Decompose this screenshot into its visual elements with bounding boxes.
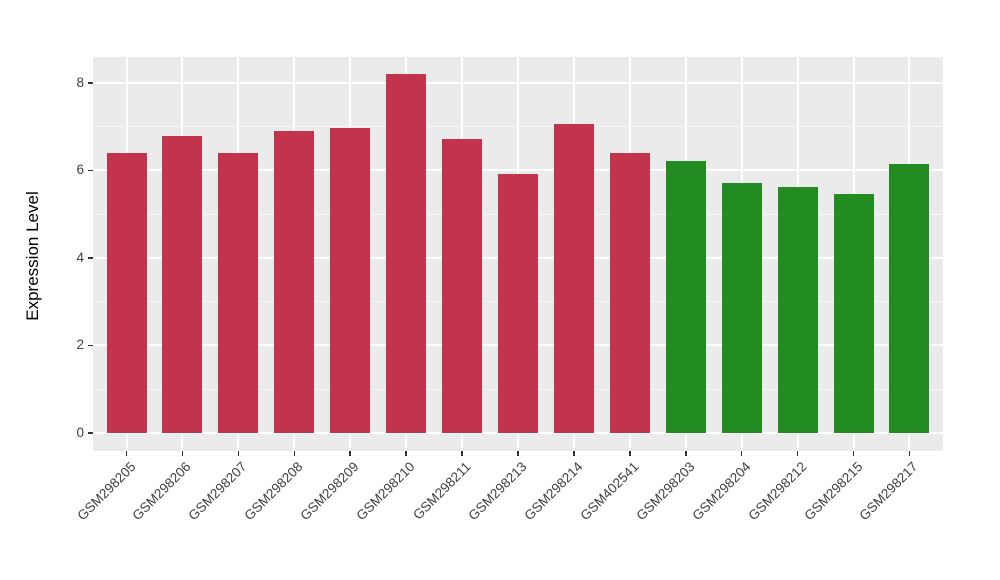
x-tick-label-GSM298211: GSM298211: [410, 459, 474, 523]
bar-GSM298215: [833, 193, 874, 434]
bar-GSM298210: [386, 74, 427, 434]
x-tick-label-GSM298215: GSM298215: [800, 459, 866, 524]
x-tick-mark-GSM298212: [796, 451, 799, 456]
bar-GSM298213: [498, 173, 538, 434]
x-tick-mark-GSM298210: [405, 451, 407, 456]
bar-GSM298217: [889, 164, 930, 434]
x-tick-label-GSM298217: GSM298217: [856, 459, 922, 524]
y-tick-label-2: 2: [76, 337, 84, 353]
x-tick-label-GSM298214: GSM298214: [521, 459, 586, 524]
x-tick-label-GSM298204: GSM298204: [689, 459, 754, 524]
x-tick-mark-GSM298209: [349, 451, 351, 456]
x-tick-mark-GSM298204: [740, 451, 743, 456]
y-axis-title: Expression Level: [23, 191, 42, 321]
x-tick-label-GSM298207: GSM298207: [185, 459, 250, 524]
x-tick-label-GSM298212: GSM298212: [744, 459, 810, 524]
x-tick-mark-GSM298217: [908, 451, 911, 456]
x-tick-label-GSM298213: GSM298213: [465, 459, 530, 524]
y-tick-mark-4: [88, 257, 93, 259]
bar-GSM298209: [330, 127, 371, 434]
bar-GSM298211: [442, 139, 483, 434]
y-tick-mark-8: [88, 82, 93, 84]
y-tick-label-0: 0: [76, 425, 84, 441]
x-tick-label-GSM298203: GSM298203: [633, 459, 698, 524]
x-tick-label-GSM298208: GSM298208: [241, 459, 306, 524]
y-tick-label-6: 6: [76, 162, 84, 178]
bar-GSM298205: [106, 152, 147, 434]
bar-GSM298206: [162, 136, 203, 434]
bar-GSM298203: [665, 161, 706, 434]
y-tick-mark-2: [88, 344, 93, 347]
plot-panel: [93, 57, 943, 451]
x-tick-mark-GSM298208: [293, 451, 296, 456]
y-tick-mark-6: [88, 169, 93, 172]
bar-GSM298208: [274, 130, 315, 434]
x-tick-label-GSM298209: GSM298209: [297, 459, 362, 524]
y-tick-mark-0: [88, 432, 93, 434]
y-tick-label-4: 4: [76, 249, 84, 265]
bar-GSM298212: [777, 187, 818, 434]
bar-GSM298204: [721, 183, 762, 434]
x-tick-mark-GSM298211: [461, 451, 463, 456]
x-tick-label-GSM298206: GSM298206: [129, 459, 195, 524]
bar-GSM402541: [609, 152, 650, 434]
bar-GSM298214: [553, 123, 594, 434]
x-tick-mark-GSM298207: [237, 451, 240, 456]
y-tick-label-8: 8: [76, 74, 84, 90]
bar-GSM298207: [218, 152, 259, 434]
x-tick-mark-GSM298214: [573, 451, 575, 456]
x-tick-label-GSM298210: GSM298210: [353, 459, 418, 524]
x-tick-mark-GSM298203: [685, 451, 687, 456]
x-tick-label-GSM402541: GSM402541: [577, 459, 642, 524]
x-tick-label-GSM298205: GSM298205: [73, 459, 139, 524]
x-tick-mark-GSM402541: [629, 451, 631, 456]
x-tick-mark-GSM298206: [181, 451, 184, 456]
x-tick-mark-GSM298213: [517, 451, 519, 456]
x-tick-mark-GSM298205: [125, 451, 128, 456]
x-tick-mark-GSM298215: [852, 451, 855, 456]
